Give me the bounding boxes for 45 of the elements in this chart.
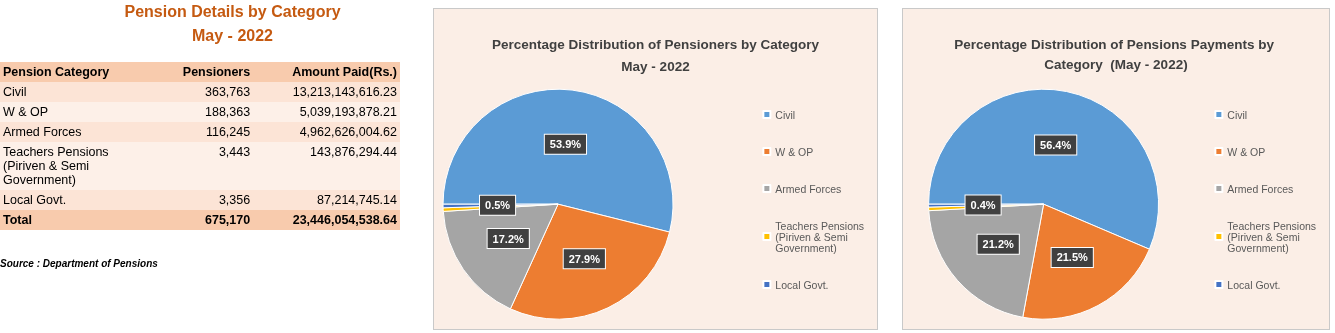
data-label: 363,763	[156, 82, 254, 102]
data-label: 13,213,143,616.23	[253, 82, 400, 102]
data-label: 87,214,745.14	[253, 190, 400, 210]
category-label: Local Govt.	[2, 192, 68, 209]
data-label: 21.2%	[982, 238, 1015, 251]
chart-subtitle: May - 2022	[621, 58, 690, 74]
legend-label: Teachers Pensions (Piriven & Semi Government)	[1227, 219, 1320, 254]
data-label: 675,170	[156, 210, 254, 230]
data-label: 0.5%	[485, 199, 511, 212]
legend-label: Armed Forces	[775, 182, 842, 195]
chart-title: Percentage Distribution of Pensioners by Category	[491, 36, 820, 52]
data-label: 0.4%	[970, 198, 996, 211]
legend-label: Civil	[775, 108, 796, 121]
legend-label: Local Govt.	[775, 278, 829, 291]
category-label: Armed Forces	[2, 124, 83, 141]
data-label: 3,443	[156, 142, 254, 190]
text: Pension Details by Category	[123, 2, 342, 22]
data-label: 116,245	[156, 122, 254, 142]
data-label: 17.2%	[492, 232, 525, 245]
data-label: 4,962,626,004.62	[253, 122, 400, 142]
legend-label: Local Govt.	[1227, 278, 1281, 291]
category-label: Teachers Pensions (Piriven & Semi Government)	[2, 144, 110, 189]
legend-label: W & OP	[1227, 145, 1266, 158]
chart-title: Percentage Distribution of Pensions Payments by Category (May - 2022)	[954, 36, 1278, 72]
text: May - 2022	[191, 26, 274, 46]
legend-label: Armed Forces	[1227, 182, 1294, 195]
series-label: Pensioners	[181, 64, 252, 81]
legend-label: W & OP	[775, 145, 814, 158]
legend-label: Teachers Pensions (Piriven & Semi Government)	[775, 219, 868, 254]
data-label: 23,446,054,538.64	[253, 210, 400, 230]
text: Pension Category	[2, 64, 111, 81]
data-label: 188,363	[156, 102, 254, 122]
data-label: 53.9%	[549, 138, 582, 151]
data-label: 5,039,193,878.21	[253, 102, 400, 122]
data-label: 3,356	[156, 190, 254, 210]
data-label: 56.4%	[1040, 138, 1072, 151]
source-note: Source : Department of Pensions	[0, 258, 159, 269]
legend-label: Civil	[1227, 108, 1248, 121]
data-label: 21.5%	[1056, 251, 1089, 264]
data-label: 143,876,294.44	[253, 142, 400, 190]
category-label: Civil	[2, 84, 28, 101]
series-label: Amount Paid(Rs.)	[291, 64, 398, 81]
data-label: 27.9%	[568, 252, 601, 265]
category-label: Total	[2, 212, 33, 229]
category-label: W & OP	[2, 104, 50, 121]
